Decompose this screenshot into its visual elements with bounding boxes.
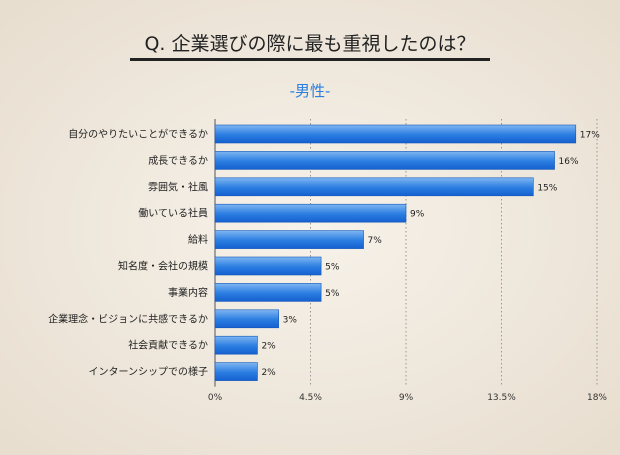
value-label: 15%	[537, 183, 557, 193]
x-tick-label: 4.5%	[299, 393, 322, 403]
value-label: 17%	[580, 131, 600, 141]
category-label: インターンシップでの様子	[89, 365, 209, 378]
x-tick-label: 9%	[399, 393, 414, 403]
value-label: 2%	[261, 368, 276, 378]
x-tick-label: 13.5%	[487, 393, 516, 403]
category-label: 社会貢献できるか	[128, 339, 208, 352]
bar	[214, 309, 279, 329]
chart-title: Q. 企業選びの際に最も重視したのは？	[144, 33, 475, 55]
category-label: 知名度・会社の規模	[118, 260, 208, 273]
value-label: 3%	[283, 315, 298, 325]
value-label: 9%	[410, 210, 425, 220]
value-labels: 17% 16% 15% 9% 7% 5% 5% 3% 2% 2%	[261, 131, 600, 379]
bar	[214, 362, 258, 381]
value-label: 5%	[325, 289, 340, 299]
value-label: 16%	[559, 157, 579, 167]
x-tick-label: 18%	[587, 393, 607, 403]
bar	[214, 151, 555, 170]
category-label: 企業理念・ビジョンに共感できるか	[48, 312, 208, 325]
bar	[214, 177, 534, 197]
value-label: 7%	[368, 236, 383, 246]
category-label: 事業内容	[168, 286, 208, 299]
x-axis-ticks: 0% 4.5% 9% 13.5% 18%	[208, 393, 608, 403]
x-tick-label: 0%	[208, 393, 223, 403]
category-label: 雰囲気・社風	[148, 180, 208, 193]
category-labels: 自分のやりたいことができるか成長できるか雰囲気・社風働いている社員給料知名度・会…	[48, 128, 208, 379]
category-label: 働いている社員	[138, 207, 208, 220]
bar	[214, 230, 364, 249]
title-underline	[130, 58, 490, 61]
bars	[214, 124, 577, 381]
category-label: 給料	[188, 233, 208, 246]
category-label: 成長できるか	[148, 155, 208, 167]
category-label: 自分のやりたいことができるか	[68, 128, 208, 141]
chart-subtitle: -男性-	[290, 82, 331, 100]
bar	[214, 283, 322, 302]
bar	[214, 335, 258, 355]
bar	[214, 203, 407, 223]
bar	[214, 124, 577, 144]
value-label: 2%	[261, 342, 276, 352]
bar	[214, 256, 322, 276]
value-label: 5%	[325, 263, 340, 273]
